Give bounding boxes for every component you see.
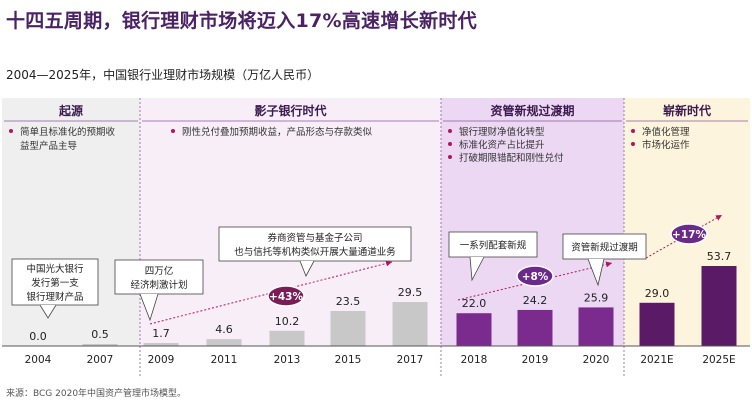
callout-box bbox=[448, 231, 538, 258]
data-label: 10.2 bbox=[275, 315, 300, 328]
x-tick-label: 2009 bbox=[148, 354, 175, 366]
era-bullet: 刚性兑付叠加预期收益，产品形态与存款类似 bbox=[182, 126, 373, 138]
x-tick-label: 2018 bbox=[461, 354, 488, 366]
era-bullet: 市场化运作 bbox=[642, 139, 690, 151]
callout-text: 银行理财产品 bbox=[26, 291, 83, 303]
growth-label: +17% bbox=[672, 229, 706, 241]
bar bbox=[517, 309, 553, 346]
bullet-dot bbox=[171, 129, 175, 133]
data-label: 23.5 bbox=[336, 295, 361, 308]
x-tick-label: 2013 bbox=[274, 354, 301, 366]
era-bullet: 简单且标准化的预期收 bbox=[20, 126, 116, 138]
bullet-dot bbox=[448, 142, 452, 146]
bar bbox=[639, 302, 675, 346]
era-bullet: 净值化管理 bbox=[642, 126, 690, 138]
x-tick-label: 2015 bbox=[335, 354, 362, 366]
page-title: 十四五周期，银行理财市场将迈入17%高速增长新时代 bbox=[6, 10, 477, 32]
callout-box bbox=[562, 233, 647, 260]
data-label: 29.5 bbox=[398, 286, 423, 299]
data-label: 22.0 bbox=[462, 297, 487, 310]
data-label: 0.5 bbox=[91, 328, 109, 341]
data-label: 29.0 bbox=[645, 287, 670, 300]
callout-box bbox=[114, 259, 204, 295]
data-label: 24.2 bbox=[523, 294, 548, 307]
callout-text: 经济刺激计划 bbox=[130, 279, 187, 291]
era-title: 起源 bbox=[58, 103, 83, 118]
era-bullet: 打破期限错配和刚性兑付 bbox=[459, 152, 564, 164]
chart-subtitle: 2004—2025年，中国银行业理财市场规模（万亿人民币） bbox=[6, 68, 320, 82]
callout-tail bbox=[299, 260, 315, 277]
era-title: 崭新时代 bbox=[663, 103, 711, 118]
x-tick-label: 2019 bbox=[522, 354, 549, 366]
bar bbox=[269, 330, 305, 346]
callout-text: 四万亿 bbox=[145, 265, 174, 277]
bar bbox=[330, 310, 366, 346]
x-tick-label: 2020 bbox=[583, 354, 610, 366]
callout-tail bbox=[139, 293, 159, 322]
growth-label: +43% bbox=[269, 291, 303, 303]
x-tick-label: 2025E bbox=[702, 354, 735, 366]
callout-box bbox=[218, 226, 412, 262]
bar bbox=[206, 339, 242, 346]
growth-badge bbox=[516, 265, 554, 287]
callout-text: 中国光大银行 bbox=[26, 263, 84, 275]
bullet-dot bbox=[631, 142, 635, 146]
callout-tail bbox=[587, 258, 605, 287]
x-tick-label: 2011 bbox=[211, 354, 238, 366]
era-panel bbox=[441, 98, 624, 346]
data-label: 53.7 bbox=[707, 250, 732, 263]
bar bbox=[456, 313, 492, 346]
bullet-dot bbox=[448, 155, 452, 159]
bullet-dot bbox=[631, 129, 635, 133]
callout-text: 券商资管与基金子公司 bbox=[267, 232, 362, 244]
bar bbox=[701, 266, 737, 346]
callout-text: 资管新规过渡期 bbox=[571, 242, 638, 254]
bar bbox=[143, 343, 179, 346]
data-label: 25.9 bbox=[584, 291, 609, 304]
growth-label: +8% bbox=[522, 271, 549, 283]
growth-badge bbox=[267, 285, 305, 307]
era-bullet: 益型产品主导 bbox=[20, 140, 77, 152]
bullet-dot bbox=[9, 129, 13, 133]
callout-tail bbox=[469, 256, 485, 282]
x-tick-label: 2021E bbox=[640, 354, 673, 366]
x-tick-label: 2004 bbox=[25, 354, 52, 366]
x-tick-label: 2017 bbox=[397, 354, 424, 366]
callout-text: 也与信托等机构类似开展大量通道业务 bbox=[234, 246, 396, 258]
growth-arrow bbox=[645, 214, 723, 259]
callout-box bbox=[11, 258, 99, 306]
callout-tail bbox=[39, 304, 57, 319]
callout-text: 一系列配套新规 bbox=[460, 240, 527, 252]
bar bbox=[82, 344, 118, 346]
data-label: 4.6 bbox=[215, 323, 233, 336]
bullet-dot bbox=[448, 129, 452, 133]
era-bullet: 银行理财净值化转型 bbox=[459, 126, 545, 138]
data-label: 1.7 bbox=[152, 327, 170, 340]
callout-text: 发行第一支 bbox=[31, 277, 79, 289]
x-tick-label: 2007 bbox=[87, 354, 114, 366]
data-label: 0.0 bbox=[29, 330, 47, 343]
era-title: 影子银行时代 bbox=[254, 103, 326, 118]
era-title: 资管新规过渡期 bbox=[490, 103, 574, 118]
era-bullet: 标准化资产占比提升 bbox=[459, 139, 545, 151]
bar bbox=[578, 307, 614, 346]
bar bbox=[392, 302, 428, 346]
growth-badge bbox=[670, 223, 708, 245]
source-note: 来源：BCG 2020年中国资产管理市场模型。 bbox=[6, 389, 187, 399]
